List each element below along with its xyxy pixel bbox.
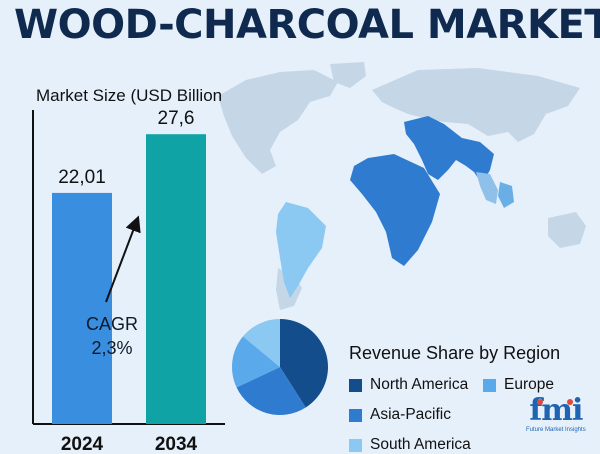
legend-item-europe: Europe [483, 376, 554, 394]
legend-swatch [349, 438, 362, 452]
world-map [218, 62, 586, 310]
pie-slice-south-america [243, 319, 280, 367]
cagr-annotation: CAGR 2,3% [86, 312, 138, 360]
legend-title: Revenue Share by Region [349, 343, 561, 363]
pie-slice-north-america [280, 319, 328, 408]
legend-item-south-america: South America [349, 436, 471, 454]
bar-2034 [146, 134, 206, 424]
logo-subtitle: Future Market Insights [526, 427, 586, 433]
legend-label: Asia-Pacific [370, 406, 451, 423]
cagr-arrow [105, 215, 141, 303]
legend-swatch [349, 378, 362, 392]
revenue-share-pie [232, 319, 328, 415]
legend-label: North America [370, 376, 469, 393]
legend-label: South America [370, 436, 471, 453]
legend: North America Europe Asia-Pacific South … [349, 376, 589, 454]
legend-item-asia-pacific: Asia-Pacific [349, 406, 451, 424]
x-tick-2024: 2024 [61, 434, 104, 452]
x-tick-2034: 2034 [155, 434, 198, 452]
cagr-value: 2,3% [91, 338, 133, 358]
page-title: WOOD-CHARCOAL MARKET [14, 2, 600, 48]
market-size-chart: 22,01 27,6 2024 2034 [32, 108, 225, 452]
pie-slice-asia-pacific [236, 367, 306, 415]
asia-pacific-region [404, 116, 494, 184]
bar-value-label-2034: 27,6 [158, 108, 195, 129]
bar-2024 [52, 192, 112, 424]
cagr-label: CAGR [86, 314, 139, 334]
legend-swatch [483, 378, 496, 392]
legend-item-north-america: North America [349, 376, 468, 394]
legend-label: Europe [504, 376, 554, 393]
south-america-region [276, 202, 326, 298]
fmi-logo: fmi Future Market Insights [526, 396, 586, 434]
europe-region [476, 172, 498, 204]
pie-slice-europe [232, 336, 280, 388]
logo-dots-icon [537, 399, 573, 405]
bar-value-label-2024: 22,01 [58, 167, 106, 188]
legend-swatch [349, 408, 362, 422]
y-axis-title: Market Size (USD Billion [36, 86, 223, 105]
